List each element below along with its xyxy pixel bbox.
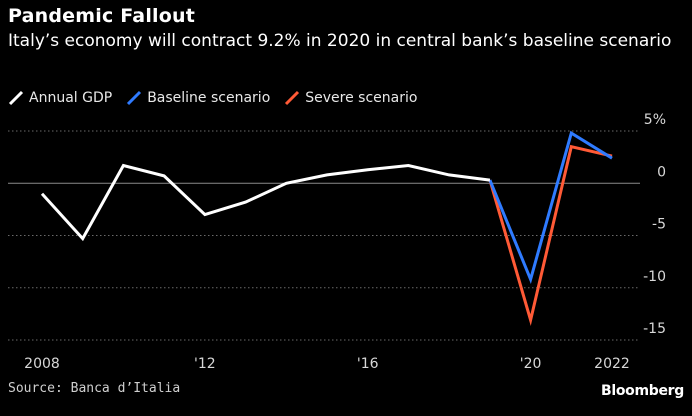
series-line-baseline-scenario bbox=[488, 130, 613, 285]
source-note: Source: Banca d’Italia bbox=[8, 381, 181, 396]
y-tick-label: -15 bbox=[643, 321, 666, 337]
legend-label-baseline: Baseline scenario bbox=[147, 90, 271, 106]
series-line-annual-gdp bbox=[40, 163, 491, 242]
swatch-line-baseline bbox=[127, 90, 142, 106]
legend-item-severe: Severe scenario bbox=[284, 90, 417, 106]
x-tick-label: 2022 bbox=[594, 356, 630, 372]
legend-swatch-annual-gdp bbox=[8, 90, 24, 106]
swatch-line-annual-gdp bbox=[8, 90, 24, 106]
x-tick-label: '16 bbox=[357, 356, 379, 372]
legend-item-annual-gdp: Annual GDP bbox=[8, 90, 112, 106]
legend-label-annual-gdp: Annual GDP bbox=[29, 90, 113, 106]
y-tick-label: 0 bbox=[657, 164, 666, 180]
legend-swatch-baseline bbox=[126, 90, 142, 106]
x-tick-label: '20 bbox=[520, 356, 542, 372]
y-tick-label: -5 bbox=[652, 217, 666, 233]
bloomberg-logo: Bloomberg bbox=[600, 383, 684, 399]
chart-title: Pandemic Fallout bbox=[8, 5, 196, 27]
x-tick-label: 2008 bbox=[24, 356, 60, 372]
legend-swatch-severe bbox=[284, 90, 300, 106]
swatch-line-severe bbox=[285, 90, 300, 106]
chart-subtitle: Italy’s economy will contract 9.2% in 20… bbox=[8, 31, 672, 51]
legend-label-severe: Severe scenario bbox=[305, 90, 418, 106]
legend-item-baseline: Baseline scenario bbox=[126, 90, 270, 106]
y-tick-label: -10 bbox=[643, 269, 666, 285]
legend: Annual GDP Baseline scenario Severe scen… bbox=[8, 90, 423, 106]
x-tick-label: '12 bbox=[194, 356, 216, 372]
y-tick-label: 5% bbox=[644, 112, 666, 128]
series-line-severe-scenario bbox=[488, 144, 613, 327]
